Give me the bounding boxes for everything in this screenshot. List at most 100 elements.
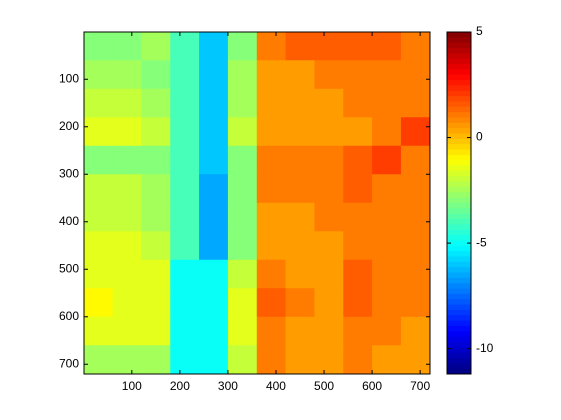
x-tick-label: 100 bbox=[122, 379, 142, 393]
heatmap-cell bbox=[372, 345, 402, 375]
heatmap-cell bbox=[170, 316, 200, 346]
y-tick-label: 700 bbox=[59, 356, 79, 370]
heatmap-cell bbox=[256, 345, 287, 375]
heatmap-cell bbox=[314, 231, 344, 261]
heatmap-cell bbox=[314, 145, 344, 175]
heatmap-cell bbox=[400, 117, 431, 147]
colorbar-segment bbox=[447, 368, 471, 375]
colorbar-segment bbox=[447, 181, 471, 188]
heatmap-cell bbox=[170, 145, 200, 175]
heatmap-cell bbox=[400, 202, 431, 232]
heatmap-cell bbox=[141, 259, 171, 289]
heatmap-cell bbox=[227, 117, 258, 147]
heatmap-cell bbox=[199, 231, 229, 261]
x-tick-label: 500 bbox=[314, 379, 334, 393]
heatmap-cell bbox=[141, 60, 171, 90]
heatmap-cell bbox=[199, 345, 229, 375]
heatmap-cell bbox=[400, 259, 431, 289]
colorbar-segment bbox=[447, 245, 471, 252]
heatmap-cell bbox=[141, 345, 171, 375]
heatmap-cell bbox=[314, 345, 344, 375]
heatmap-cell bbox=[141, 117, 171, 147]
heatmap-cell bbox=[83, 145, 114, 175]
heatmap-cell bbox=[314, 174, 344, 204]
colorbar-segment bbox=[447, 170, 471, 177]
heatmap-cell bbox=[227, 202, 258, 232]
heatmap-cell bbox=[314, 31, 344, 61]
heatmap-cell bbox=[141, 288, 171, 318]
heatmap-cell bbox=[170, 60, 200, 90]
x-tick-label: 300 bbox=[218, 379, 238, 393]
heatmap-cell bbox=[199, 60, 229, 90]
heatmap-cell bbox=[141, 231, 171, 261]
heatmap-cell bbox=[199, 202, 229, 232]
colorbar-segment bbox=[447, 112, 471, 118]
x-tick-label: 400 bbox=[266, 379, 286, 393]
colorbar-segment bbox=[447, 138, 471, 145]
y-tick-label: 200 bbox=[59, 119, 79, 133]
heatmap-cell bbox=[285, 259, 315, 289]
heatmap-cell bbox=[372, 316, 402, 346]
heatmap-cell bbox=[141, 174, 171, 204]
heatmap-cell bbox=[372, 231, 402, 261]
colorbar-segment bbox=[447, 133, 471, 140]
heatmap-cell bbox=[227, 31, 258, 61]
heatmap-cell bbox=[83, 231, 114, 261]
heatmap-cell bbox=[343, 88, 373, 118]
heatmap-cell bbox=[285, 288, 315, 318]
heatmap-cell bbox=[285, 88, 315, 118]
x-tick-label: 600 bbox=[362, 379, 382, 393]
heatmap-cell bbox=[170, 117, 200, 147]
heatmap-cell bbox=[227, 174, 258, 204]
heatmap-cell bbox=[199, 117, 229, 147]
colorbar-segment bbox=[447, 58, 471, 65]
colorbar-segment bbox=[447, 64, 471, 70]
heatmap-cell bbox=[400, 31, 431, 61]
heatmap-cell bbox=[112, 259, 142, 289]
colorbar-segment bbox=[447, 272, 471, 279]
colorbar-segment bbox=[447, 336, 471, 343]
heatmap-cell bbox=[372, 145, 402, 175]
heatmap-cell bbox=[400, 145, 431, 175]
heatmap-cell bbox=[170, 259, 200, 289]
colorbar-segment bbox=[447, 277, 471, 284]
heatmap-cell bbox=[256, 145, 287, 175]
heatmap-cell bbox=[112, 316, 142, 346]
heatmap-cell bbox=[199, 88, 229, 118]
colorbar-segment bbox=[447, 325, 471, 332]
heatmap-cell bbox=[199, 316, 229, 346]
colorbar-tick-label: -5 bbox=[476, 235, 487, 249]
heatmap-cell bbox=[112, 202, 142, 232]
heatmap-cell bbox=[343, 345, 373, 375]
colorbar-segment bbox=[447, 144, 471, 151]
heatmap-cell bbox=[400, 288, 431, 318]
heatmap-cell bbox=[170, 174, 200, 204]
y-tick-label: 300 bbox=[59, 166, 79, 180]
heatmap-cell bbox=[372, 88, 402, 118]
heatmap-cell bbox=[83, 259, 114, 289]
heatmap-cell bbox=[170, 288, 200, 318]
heatmap-cell bbox=[285, 117, 315, 147]
heatmap-cell bbox=[256, 259, 287, 289]
colorbar-segment bbox=[447, 229, 471, 236]
colorbar-segment bbox=[447, 235, 471, 241]
heatmap-cell bbox=[141, 145, 171, 175]
y-tick-label: 100 bbox=[59, 71, 79, 85]
heatmap-cell bbox=[372, 174, 402, 204]
colorbar-segment bbox=[447, 101, 471, 108]
heatmap-cell bbox=[314, 117, 344, 147]
heatmap-cell bbox=[256, 174, 287, 204]
heatmap-cell bbox=[256, 231, 287, 261]
heatmap-cell bbox=[227, 259, 258, 289]
colorbar-segment bbox=[447, 208, 471, 215]
heatmap-cell bbox=[343, 259, 373, 289]
heatmap-cell bbox=[343, 202, 373, 232]
heatmap-cell bbox=[314, 259, 344, 289]
colorbar-segment bbox=[447, 122, 471, 129]
heatmap-cell bbox=[343, 145, 373, 175]
colorbar-segment bbox=[447, 251, 471, 257]
heatmap-cell bbox=[285, 60, 315, 90]
heatmap-cell bbox=[285, 231, 315, 261]
heatmap-cell bbox=[199, 145, 229, 175]
